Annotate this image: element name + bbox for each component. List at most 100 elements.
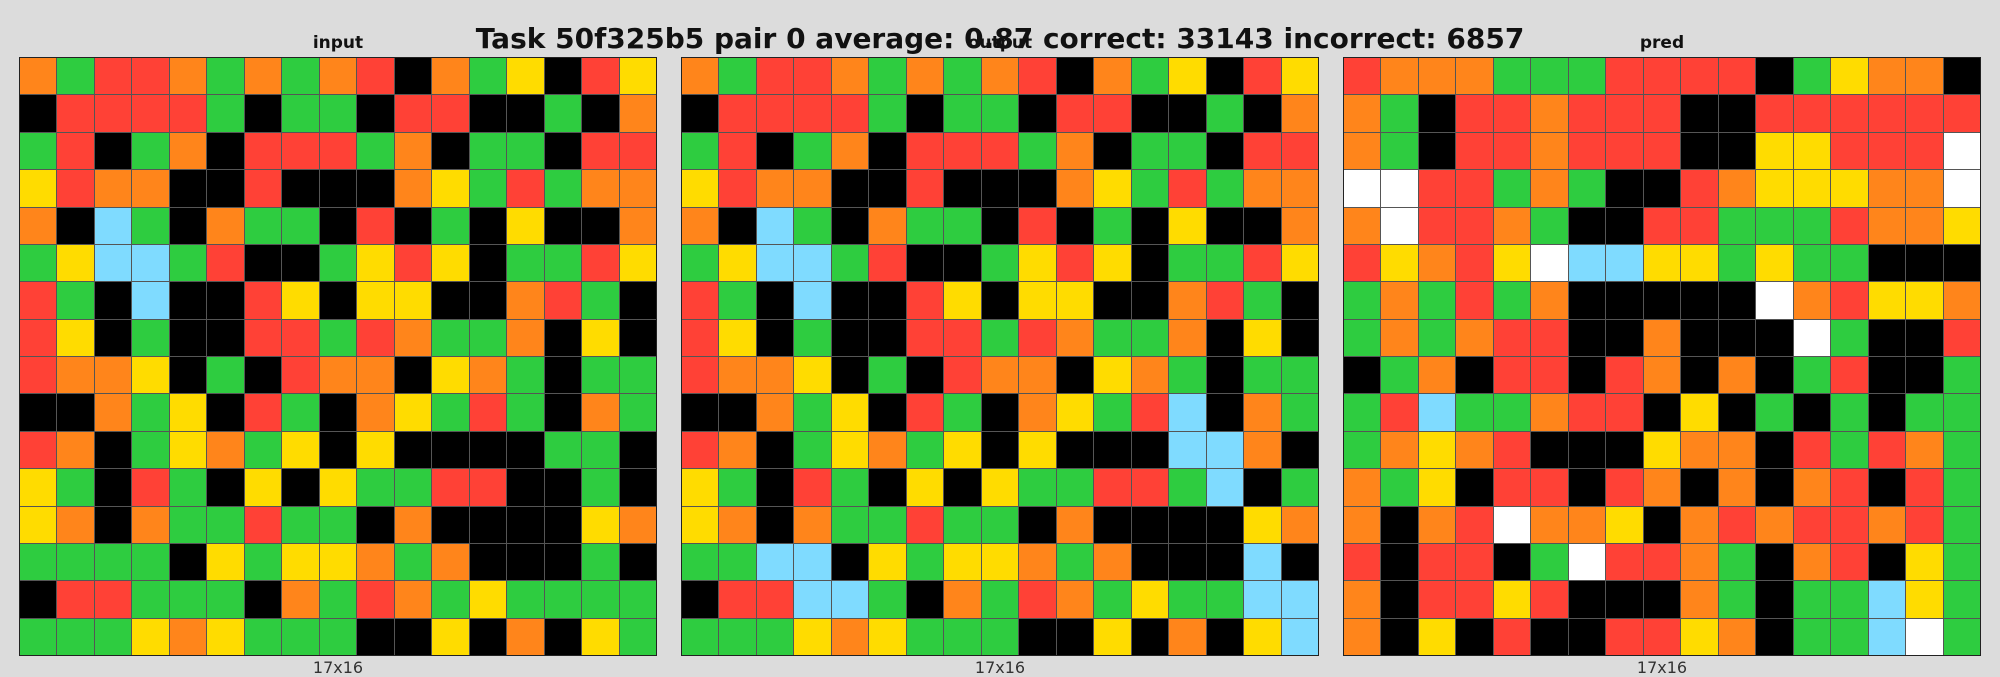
grid-cell [132,506,169,543]
grid-cell [20,357,57,394]
grid-cell [1456,244,1493,282]
grid-cell [1418,207,1456,244]
grid-cell [1643,618,1681,655]
grid-cell [831,469,869,506]
grid-cell [469,170,507,207]
grid-cell [1206,618,1244,655]
grid-cell [1606,170,1643,207]
grid-cell [1606,282,1643,319]
grid-cell [794,319,831,356]
grid-cell [619,95,656,132]
grid-cell [1094,58,1131,95]
grid-cell [682,506,719,543]
grid-cell [1344,170,1381,207]
grid-cell [207,244,244,282]
grid-cell [244,469,282,506]
grid-cell [1906,170,1943,207]
grid-cell [1718,469,1756,506]
grid-cell [756,132,794,170]
grid-cell [831,618,869,655]
grid-cell [1493,95,1531,132]
grid-cell [1169,207,1206,244]
grid-cell [944,244,981,282]
grid-cell [1606,543,1643,581]
grid-cell [1344,394,1381,431]
grid-cell [944,207,981,244]
grid-cell [57,207,94,244]
grid-cell [357,207,394,244]
grid-cell [1456,506,1493,543]
grid-cell [394,618,432,655]
grid-cell [869,357,906,394]
grid-cell [794,58,831,95]
grid-cell [1019,431,1056,469]
grid-cell [1793,469,1831,506]
grid-cell [1456,431,1493,469]
grid-cell [831,207,869,244]
grid-cell [1244,543,1281,581]
grid-cell [319,58,357,95]
grid-cell [1681,394,1718,431]
grid-cell [1019,95,1056,132]
grid-cell [869,207,906,244]
grid-cell [169,394,207,431]
grid-cell [1281,207,1318,244]
grid-cell [94,244,132,282]
grid-cell [1344,207,1381,244]
grid-cell [1906,207,1943,244]
grid-cell [507,506,544,543]
grid-cell [544,58,582,95]
grid-cell [544,170,582,207]
grid-cell [1868,431,1906,469]
grid-cell [394,132,432,170]
grid-cell [469,95,507,132]
grid-cell [1868,319,1906,356]
grid-cell [869,282,906,319]
grid-cell [1381,618,1418,655]
grid-cell [944,581,981,618]
grid-cell [20,506,57,543]
grid-cell [1456,132,1493,170]
grid-cell [831,132,869,170]
grid-cell [1206,469,1244,506]
grid-cell [1681,357,1718,394]
grid-cell [432,319,469,356]
grid-cell [869,95,906,132]
grid-cell [544,469,582,506]
grid-cell [619,170,656,207]
grid-cell [1131,319,1169,356]
grid-cell [981,319,1019,356]
grid-cell [1493,357,1531,394]
grid-cell [1718,581,1756,618]
grid-cell [1206,581,1244,618]
grid-cell [794,282,831,319]
grid-cell [94,506,132,543]
grid-cell [719,132,756,170]
grid-cell [1643,170,1681,207]
grid-cell [1056,506,1094,543]
grid-cell [244,95,282,132]
grid-cell [756,357,794,394]
grid-cell [619,469,656,506]
grid-cell [719,431,756,469]
grid-cell [682,170,719,207]
grid-cell [432,357,469,394]
grid-cell [1169,506,1206,543]
grid-cell [1206,207,1244,244]
grid-cell [1381,282,1418,319]
grid-cell [1681,132,1718,170]
grid-cell [831,431,869,469]
grid-cell [619,357,656,394]
grid-cell [1094,581,1131,618]
grid-cell [944,132,981,170]
grid-cell [1281,506,1318,543]
grid-cell [169,357,207,394]
grid-cell [906,394,944,431]
grid-cell [1718,357,1756,394]
grid-cell [981,581,1019,618]
grid-cell [469,58,507,95]
grid-cell [1094,170,1131,207]
grid-cell [432,469,469,506]
grid-cell [507,543,544,581]
grid-cell [1568,506,1606,543]
